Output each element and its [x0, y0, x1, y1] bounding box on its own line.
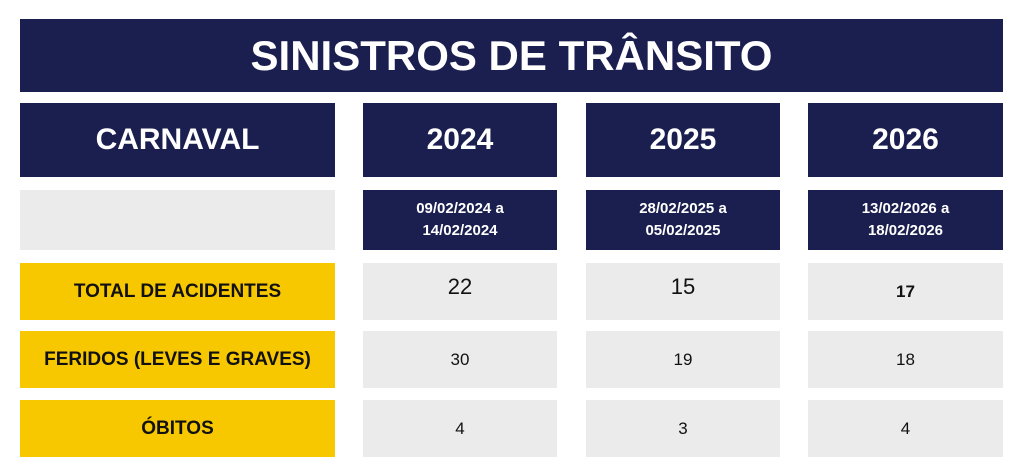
- period: 28/02/2025 a 05/02/2025: [639, 200, 727, 239]
- row-label-cell: ÓBITOS: [20, 400, 335, 457]
- row-label-cell: TOTAL DE ACIDENTES: [20, 263, 335, 320]
- row-label: FERIDOS (LEVES E GRAVES): [44, 348, 311, 370]
- row-value: 15: [670, 273, 696, 299]
- row-value: 17: [896, 281, 915, 301]
- row-value: 19: [673, 349, 693, 369]
- column-header-cell: 2025: [586, 103, 780, 177]
- column-header: 2025: [649, 123, 717, 156]
- period-cell: 09/02/2024 a 14/02/2024: [363, 190, 557, 250]
- period-cell: 13/02/2026 a 18/02/2026: [808, 190, 1003, 250]
- row-label: TOTAL DE ACIDENTES: [73, 280, 282, 302]
- row-value: 18: [896, 349, 915, 369]
- title-bar: SINISTROS DE TRÂNSITO: [20, 19, 1003, 92]
- row-label-cell: FERIDOS (LEVES E GRAVES): [20, 331, 335, 388]
- row-value: 3: [678, 418, 688, 438]
- row-value-cell: 3: [586, 400, 780, 457]
- period: 09/02/2024 a 14/02/2024: [416, 200, 504, 239]
- row-value-cell: 17: [808, 263, 1003, 320]
- column-header: CARNAVAL: [95, 123, 260, 156]
- period: 13/02/2026 a 18/02/2026: [861, 200, 950, 239]
- row-value-cell: 15: [586, 263, 780, 320]
- row-value-cell: 22: [363, 263, 557, 320]
- row-value-cell: 4: [808, 400, 1003, 457]
- row-value-cell: 18: [808, 331, 1003, 388]
- row-value-cell: 4: [363, 400, 557, 457]
- period-cell: 28/02/2025 a 05/02/2025: [586, 190, 780, 250]
- empty-cell: [20, 190, 335, 250]
- row-value: 4: [900, 418, 911, 438]
- title: SINISTROS DE TRÂNSITO: [250, 31, 773, 79]
- row-value: 22: [447, 273, 473, 299]
- column-header-cell: 2024: [363, 103, 557, 177]
- column-header: 2024: [426, 123, 494, 156]
- row-value: 30: [450, 349, 470, 369]
- row-label: ÓBITOS: [141, 417, 214, 439]
- column-header: 2026: [872, 123, 939, 156]
- row-value: 4: [455, 418, 465, 438]
- row-value-cell: 19: [586, 331, 780, 388]
- column-header-cell: CARNAVAL: [20, 103, 335, 177]
- row-value-cell: 30: [363, 331, 557, 388]
- column-header-cell: 2026: [808, 103, 1003, 177]
